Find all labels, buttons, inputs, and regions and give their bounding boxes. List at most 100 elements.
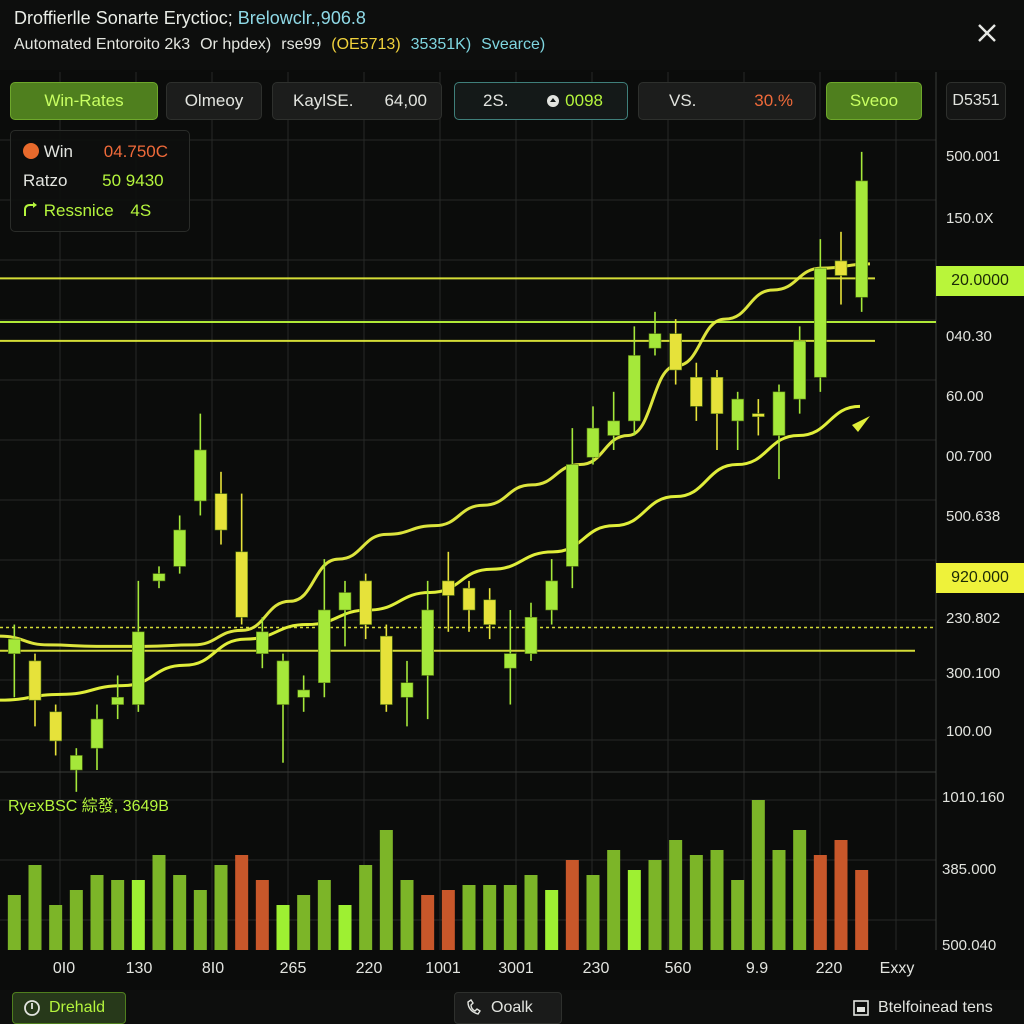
tab-vs[interactable]: VS. 30.% bbox=[638, 82, 816, 120]
volume-bar bbox=[731, 880, 745, 950]
candle-body bbox=[731, 398, 744, 422]
volume-bar bbox=[111, 880, 125, 950]
price-axis-label: 500.001 bbox=[946, 148, 1001, 165]
tab-vs-value: 30.% bbox=[754, 91, 793, 110]
volume-bar bbox=[607, 850, 621, 950]
volume-bar bbox=[462, 885, 476, 950]
price-badge-upper-text: 20.0000 bbox=[951, 272, 1009, 289]
volume-bar bbox=[503, 885, 517, 950]
x-axis-label: 220 bbox=[815, 960, 843, 977]
volume-bar bbox=[772, 850, 786, 950]
volume-bar bbox=[545, 890, 559, 950]
candle-body bbox=[483, 599, 496, 625]
volume-bar bbox=[669, 840, 683, 950]
candle-body bbox=[194, 449, 207, 502]
stats-panel: Win 04.750C Ratzo 50 9430 Ressnice 4S bbox=[10, 130, 190, 232]
call-button[interactable]: Ooalk bbox=[454, 992, 562, 1024]
volume-bar bbox=[297, 895, 311, 950]
close-icon bbox=[978, 24, 996, 42]
title-text: Droffierlle Sonarte Eryctioc; bbox=[14, 8, 233, 28]
refresh-icon bbox=[547, 95, 560, 107]
volume-bar bbox=[793, 830, 807, 950]
candle-body bbox=[586, 427, 600, 458]
win-label: Win bbox=[43, 142, 74, 161]
details-button-label: Btelfoinead tens bbox=[878, 999, 993, 1016]
details-button[interactable]: Btelfoinead tens bbox=[842, 992, 1018, 1024]
price-badge-lower-text: 920.000 bbox=[951, 569, 1009, 586]
candle-body bbox=[545, 580, 558, 611]
x-axis-label: 3001 bbox=[498, 960, 534, 977]
volume-bar bbox=[173, 875, 187, 950]
candle-body bbox=[607, 420, 620, 436]
candle-body bbox=[752, 413, 765, 417]
candle-body bbox=[855, 180, 868, 298]
tab-olmeoy[interactable]: Olmeoy bbox=[166, 82, 262, 120]
volume-bar bbox=[28, 865, 42, 950]
candle-body bbox=[648, 333, 662, 349]
price-axis-label: 100.00 bbox=[946, 723, 992, 740]
x-axis-label: 130 bbox=[125, 960, 153, 977]
tab-2s-label: 2S. bbox=[483, 91, 509, 110]
price-badge-upper: 20.0000 bbox=[936, 266, 1024, 296]
price-axis-label: 300.100 bbox=[946, 665, 1001, 682]
price-axis-label: 230.802 bbox=[946, 610, 1001, 627]
tab-win-rates-label: Win-Rates bbox=[44, 91, 124, 110]
x-axis-label: 560 bbox=[664, 960, 692, 977]
candle-body bbox=[276, 660, 290, 705]
volume-bar bbox=[235, 855, 249, 950]
x-axis-label: 0I0 bbox=[52, 960, 76, 977]
volume-bar bbox=[855, 870, 869, 950]
volume-bar bbox=[710, 850, 724, 950]
x-axis-extra: Exxy bbox=[879, 960, 915, 977]
tab-right-value[interactable]: D5351 bbox=[946, 82, 1006, 120]
default-button[interactable]: Drehald bbox=[12, 992, 126, 1024]
ratio-label: Ratzo bbox=[23, 171, 68, 190]
candle-body bbox=[772, 391, 786, 436]
volume-bar bbox=[69, 890, 83, 950]
volume-bar bbox=[359, 865, 373, 950]
tab-win-rates[interactable]: Win-Rates bbox=[10, 82, 158, 120]
volume-axis-label: 385.000 bbox=[942, 861, 997, 878]
volume-bar bbox=[400, 880, 414, 950]
volume-bar bbox=[49, 905, 63, 950]
panel-icon bbox=[853, 1000, 869, 1016]
candle-body bbox=[235, 551, 248, 618]
tab-2s-value: 0098 bbox=[565, 91, 603, 110]
price-chart[interactable] bbox=[0, 70, 1024, 990]
phone-icon bbox=[467, 999, 481, 1015]
volume-bar bbox=[421, 895, 435, 950]
tab-kaylse[interactable]: KaylSE. 64,00 bbox=[272, 82, 442, 120]
candle-body bbox=[90, 718, 104, 749]
price-axis-label: 00.700 bbox=[946, 448, 992, 465]
page-title: Droffierlle Sonarte Eryctioc; Brelowclr.… bbox=[14, 8, 366, 29]
default-button-label: Drehald bbox=[49, 999, 106, 1016]
ratio-row: Ratzo 50 9430 bbox=[23, 171, 164, 191]
resistance-value: 4S bbox=[130, 201, 152, 220]
x-axis-label: 220 bbox=[355, 960, 383, 977]
candle-body bbox=[421, 609, 434, 676]
subtitle-item: (OE5713) bbox=[331, 36, 401, 53]
resistance-label: Ressnice bbox=[43, 201, 114, 220]
candle-body bbox=[70, 755, 83, 771]
tab-right-label: D5351 bbox=[952, 92, 1000, 109]
volume-bar bbox=[131, 880, 145, 950]
candle-body bbox=[814, 267, 827, 378]
ma-slow-line bbox=[0, 404, 861, 702]
volume-bar bbox=[524, 875, 538, 950]
x-axis-label: 265 bbox=[279, 960, 307, 977]
candle-body bbox=[710, 376, 724, 414]
subtitle-bar: Automated Entoroito 2k3 Or hpdex) rse99 (OE… bbox=[14, 36, 555, 54]
volume-bar bbox=[751, 800, 765, 950]
candle-body bbox=[256, 631, 269, 654]
candle-body bbox=[111, 696, 124, 705]
tab-2s[interactable]: 2S. 0098 bbox=[454, 82, 628, 120]
power-icon bbox=[24, 1000, 40, 1016]
subtitle-item: 35351K) bbox=[410, 36, 472, 53]
candle-body bbox=[628, 355, 641, 422]
tab-sveoo[interactable]: Sveoo bbox=[826, 82, 922, 120]
close-button[interactable] bbox=[972, 18, 1002, 48]
volume-bar bbox=[276, 905, 290, 950]
ratio-value: 50 9430 bbox=[102, 171, 164, 190]
volume-bar bbox=[689, 855, 703, 950]
tab-sveoo-label: Sveoo bbox=[849, 91, 899, 110]
